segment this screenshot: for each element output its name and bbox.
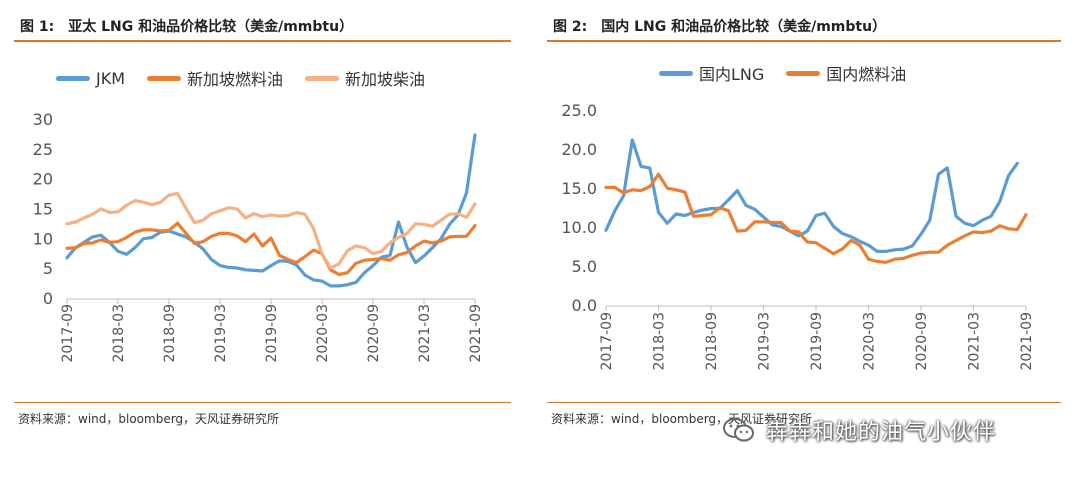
figure-1-title-rule: [14, 40, 511, 42]
x-tick-label: 2017-09: [60, 304, 76, 363]
y-tick-label: 20.0: [561, 140, 597, 159]
x-tick-label: 2019-03: [757, 312, 773, 371]
series-line-2: [65, 191, 477, 270]
figure-2-legend: 国内LNG 国内燃料油: [659, 61, 928, 85]
x-tick-label: 2019-03: [213, 304, 229, 363]
series-line-1: [65, 221, 477, 277]
figure-1-source: 资料来源：wind，bloomberg，天风证券研究所: [18, 412, 280, 426]
figure-2-source: 资料来源：wind，bloomberg，天风证券研究所: [551, 412, 813, 426]
y-tick-label: 0.0: [572, 296, 597, 315]
x-tick-label: 2021-09: [1019, 312, 1035, 371]
legend-item-domestic-lng: 国内LNG: [659, 61, 764, 85]
legend-swatch-sg-diesel: [305, 75, 340, 81]
y-tick-label: 5: [43, 259, 53, 278]
x-tick-label: 2021-03: [417, 304, 433, 363]
figure-1-legend: JKM 新加坡燃料油 新加坡柴油: [56, 66, 447, 90]
x-tick-label: 2020-03: [315, 304, 331, 363]
figure-1-chart: 0 5 10 15 20 25 30 2017-09 2018-03 2018-09 2019-03…: [33, 110, 484, 363]
x-tick-label: 2021-09: [468, 304, 484, 363]
y-tick-label: 15.0: [561, 179, 597, 198]
series-line-0: [604, 138, 1019, 253]
figure-2-number: 图 2:: [553, 19, 588, 35]
legend-swatch-sg-fuel-oil: [147, 75, 182, 81]
figure-1-number: 图 1:: [20, 19, 55, 35]
legend-swatch-domestic-fuel-oil: [786, 70, 821, 76]
x-tick-label: 2020-09: [914, 312, 930, 371]
y-tick-label: 20: [33, 170, 53, 189]
figure-2-title: 图 2: 国内 LNG 和油品价格比较（美金/mmbtu）: [553, 16, 886, 36]
x-tick-label: 2019-09: [809, 312, 825, 371]
legend-label-domestic-lng: 国内LNG: [699, 65, 765, 84]
legend-item-jkm: JKM: [56, 69, 125, 88]
watermark: 犇犇和她的油气小伙伴: [722, 414, 996, 446]
series-line-0: [65, 133, 477, 288]
legend-label-sg-diesel: 新加坡柴油: [345, 70, 426, 89]
y-tick-label: 15: [33, 200, 53, 219]
figure-1-source-rule: [14, 402, 511, 403]
y-tick-label: 10: [33, 229, 53, 248]
x-tick-label: 2018-03: [111, 304, 127, 363]
y-tick-label: 5.0: [572, 257, 597, 276]
figure-2-title-rule: [547, 40, 1061, 42]
legend-item-sg-fuel-oil: 新加坡燃料油: [147, 66, 283, 90]
legend-item-domestic-fuel-oil: 国内燃料油: [786, 61, 906, 85]
y-tick-label: 25.0: [561, 101, 597, 120]
x-tick-label: 2018-09: [162, 304, 178, 363]
legend-label-jkm: JKM: [96, 68, 126, 88]
figure-1-title-text: 亚太 LNG 和油品价格比较（美金/mmbtu）: [68, 19, 354, 35]
series-line-1: [604, 172, 1028, 264]
x-tick-label: 2019-09: [264, 304, 280, 363]
wechat-icon: [723, 418, 754, 442]
x-tick-label: 2021-03: [967, 312, 983, 371]
figure-2-chart: 0.0 5.0 10.0 15.0 20.0 25.0 2017-09 2018-03 2018…: [561, 101, 1035, 371]
x-tick-label: 2020-09: [366, 304, 382, 363]
x-tick-label: 2018-03: [652, 312, 668, 371]
legend-swatch-domestic-lng: [659, 70, 693, 76]
figure-1-title: 图 1: 亚太 LNG 和油品价格比较（美金/mmbtu）: [20, 16, 353, 36]
figure-2-title-text: 国内 LNG 和油品价格比较（美金/mmbtu）: [601, 19, 887, 35]
legend-label-sg-fuel-oil: 新加坡燃料油: [187, 70, 284, 89]
x-tick-label: 2020-03: [862, 312, 878, 371]
y-tick-label: 10.0: [561, 218, 597, 237]
x-tick-label: 2018-09: [704, 312, 720, 371]
x-tick-label: 2017-09: [599, 312, 615, 371]
y-tick-label: 30: [33, 110, 53, 129]
legend-label-domestic-fuel-oil: 国内燃料油: [826, 65, 907, 84]
watermark-text: 犇犇和她的油气小伙伴: [766, 420, 997, 445]
legend-item-sg-diesel: 新加坡柴油: [305, 66, 425, 90]
y-tick-label: 25: [33, 140, 53, 159]
legend-swatch-jkm: [56, 75, 90, 81]
y-tick-label: 0: [43, 289, 53, 308]
figure-2-source-rule: [547, 402, 1061, 403]
